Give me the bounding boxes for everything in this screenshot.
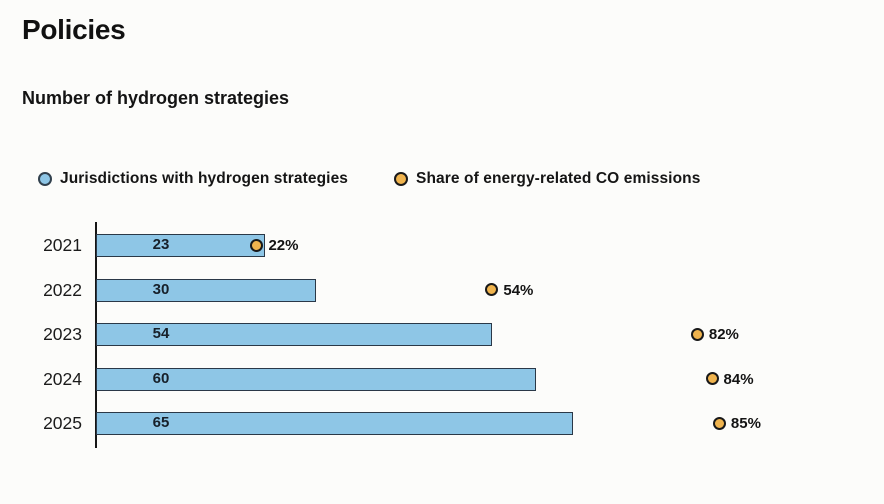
strategies-bar: 30	[96, 278, 317, 302]
emissions-dot-icon	[250, 238, 264, 252]
blue-circle-icon	[38, 172, 52, 186]
emissions-dot-icon	[705, 372, 719, 385]
legend-label-jurisdictions: Jurisdictions with hydrogen strategies	[60, 170, 349, 187]
emissions-dot-icon	[690, 327, 704, 341]
strategies-bar: 23	[96, 234, 265, 257]
emissions-dot-icon	[712, 416, 726, 430]
y-axis-line	[95, 222, 97, 448]
emissions-percent-label: 54%	[503, 281, 534, 299]
strategies-bar: 60	[96, 367, 537, 391]
strategies-bar: 54	[96, 323, 493, 346]
emissions-percent-label: 84%	[723, 370, 754, 388]
strategies-bar: 65	[96, 412, 574, 435]
emissions-dot-icon	[485, 283, 499, 296]
hydrogen-strategies-bar-chart: 2021 23 22% 2022 30 54% 2023 54 82% 2024 60 84% 2025…	[0, 222, 884, 462]
legend-label-emissions: Share of energy-related CO emissions	[416, 170, 701, 187]
bar-value-label: 23	[152, 236, 170, 253]
legend-item-jurisdictions: Jurisdictions with hydrogen strategies	[38, 170, 348, 188]
amber-circle-icon	[394, 172, 409, 186]
emissions-percent-label: 82%	[708, 326, 739, 343]
year-tick-label: 2022	[43, 279, 82, 300]
chart-legend: Jurisdictions with hydrogen strategies S…	[38, 170, 700, 188]
year-tick-label: 2025	[43, 413, 82, 433]
emissions-percent-label: 85%	[730, 415, 761, 432]
page-title: Policies	[22, 14, 126, 45]
bar-value-label: 65	[152, 414, 170, 431]
year-tick-label: 2023	[43, 324, 82, 344]
bar-value-label: 60	[152, 369, 170, 387]
chart-subtitle: Number of hydrogen strategies	[22, 88, 290, 108]
bar-value-label: 30	[152, 280, 170, 298]
legend-item-emissions: Share of energy-related CO emissions	[394, 170, 700, 188]
bar-value-label: 54	[152, 325, 170, 342]
year-tick-label: 2021	[43, 235, 82, 255]
emissions-percent-label: 22%	[268, 237, 299, 254]
year-tick-label: 2024	[43, 368, 82, 389]
